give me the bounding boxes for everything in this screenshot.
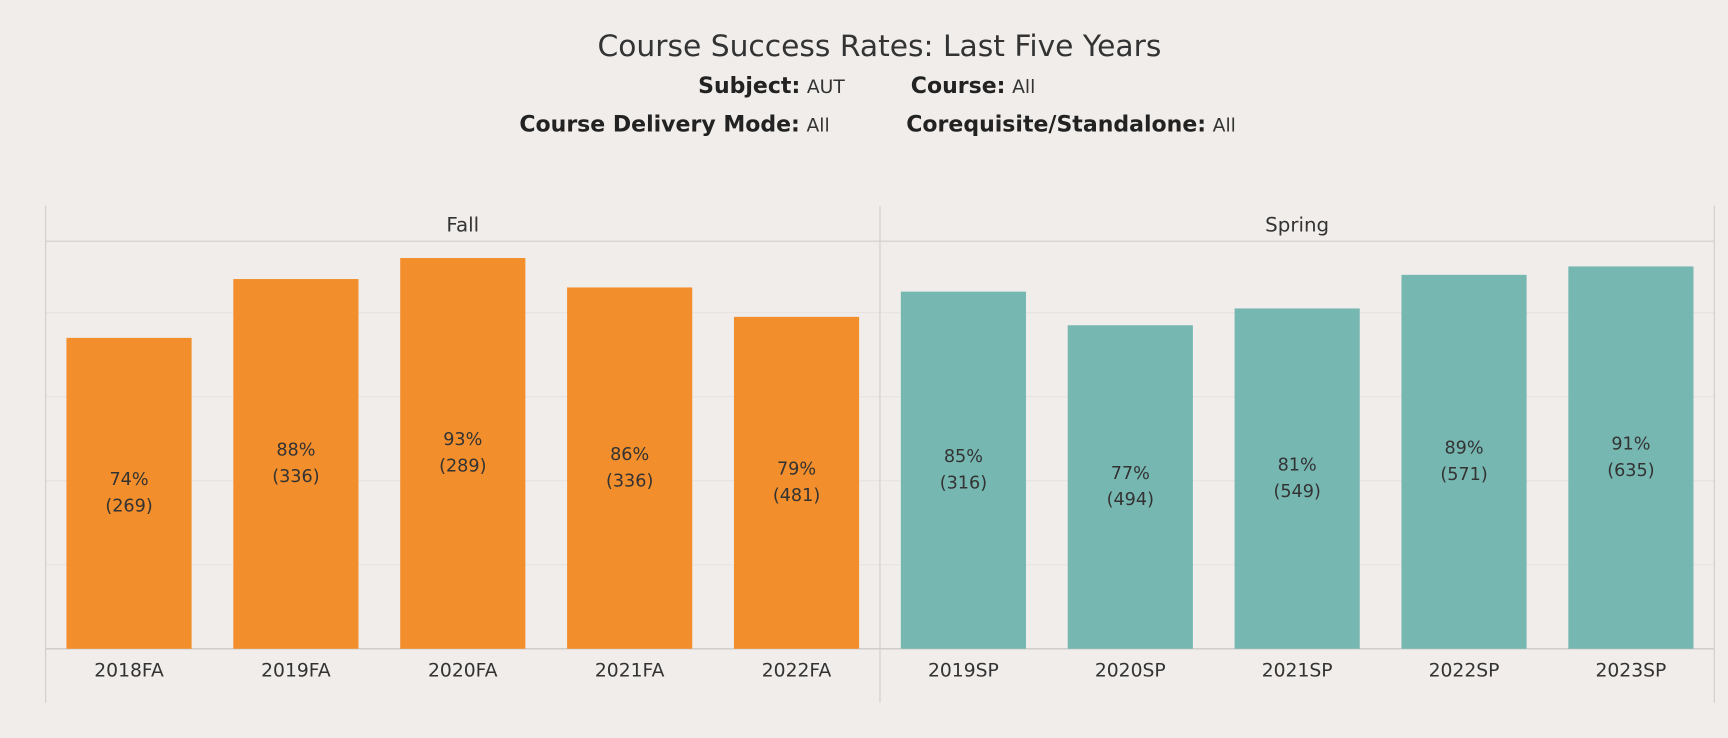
value-label: 81% <box>1278 455 1317 475</box>
bar <box>1234 308 1360 649</box>
value-label: 85% <box>944 447 983 467</box>
x-tick-label: 2020FA <box>428 660 498 681</box>
chart-title: Course Success Rates: Last Five Years <box>597 29 1161 64</box>
x-tick-label: 2019SP <box>928 660 999 681</box>
x-tick-label: 2023SP <box>1596 660 1667 681</box>
bar <box>567 287 693 649</box>
filter-label: Subject: <box>698 74 800 99</box>
x-tick-label: 2022FA <box>762 660 832 681</box>
count-label: (336) <box>606 471 653 491</box>
bar <box>1067 325 1193 649</box>
filter: Course Delivery Mode: All <box>519 113 829 138</box>
x-tick-label: 2018FA <box>94 660 164 681</box>
count-label: (336) <box>272 467 319 487</box>
bar <box>733 316 860 649</box>
value-label: 93% <box>443 430 482 450</box>
filter-label: Course: <box>911 74 1006 99</box>
count-label: (494) <box>1107 490 1154 510</box>
filter: Course: All <box>911 74 1035 99</box>
x-tick-label: 2020SP <box>1095 660 1166 681</box>
filter: Corequisite/Standalone: All <box>906 113 1236 138</box>
filter-value: All <box>1012 77 1035 98</box>
x-tick-label: 2019FA <box>261 660 331 681</box>
count-label: (571) <box>1440 465 1487 485</box>
count-label: (289) <box>439 457 486 477</box>
count-label: (549) <box>1273 482 1320 502</box>
value-label: 88% <box>276 441 315 461</box>
value-label: 74% <box>109 470 148 490</box>
filter-label: Course Delivery Mode: <box>519 113 800 138</box>
x-tick-label: 2022SP <box>1429 660 1500 681</box>
value-label: 91% <box>1611 434 1650 454</box>
filter-value: All <box>806 115 829 136</box>
panel-header: Spring <box>1265 213 1329 236</box>
bar <box>1568 266 1694 649</box>
count-label: (316) <box>940 473 987 493</box>
count-label: (269) <box>105 497 152 517</box>
filter-label: Corequisite/Standalone: <box>906 113 1206 138</box>
bar <box>1401 274 1527 649</box>
count-label: (635) <box>1607 461 1654 481</box>
x-tick-label: 2021SP <box>1262 660 1333 681</box>
value-label: 86% <box>610 445 649 465</box>
filter: Subject: AUT <box>698 74 845 99</box>
bar <box>233 279 359 649</box>
bar <box>900 291 1026 649</box>
value-label: 89% <box>1444 439 1483 459</box>
value-label: 77% <box>1111 464 1150 484</box>
bar <box>66 337 192 649</box>
x-tick-label: 2021FA <box>595 660 665 681</box>
panel-header: Fall <box>446 213 479 236</box>
value-label: 79% <box>777 460 816 480</box>
bar <box>400 258 526 649</box>
filter-value: All <box>1213 115 1236 136</box>
filter-value: AUT <box>807 77 846 98</box>
count-label: (481) <box>773 486 820 506</box>
